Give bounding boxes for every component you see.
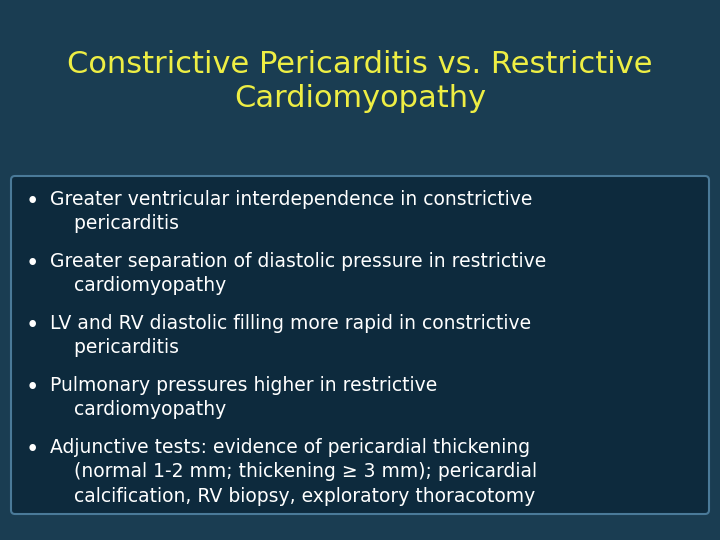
Text: LV and RV diastolic filling more rapid in constrictive
    pericarditis: LV and RV diastolic filling more rapid i…: [50, 314, 531, 357]
Text: •: •: [25, 252, 39, 275]
FancyBboxPatch shape: [11, 176, 709, 514]
Text: •: •: [25, 376, 39, 399]
Text: •: •: [25, 438, 39, 461]
Text: Adjunctive tests: evidence of pericardial thickening
    (normal 1-2 mm; thicken: Adjunctive tests: evidence of pericardia…: [50, 438, 537, 505]
Text: •: •: [25, 314, 39, 337]
Text: Greater ventricular interdependence in constrictive
    pericarditis: Greater ventricular interdependence in c…: [50, 190, 532, 233]
Text: Constrictive Pericarditis vs. Restrictive
Cardiomyopathy: Constrictive Pericarditis vs. Restrictiv…: [67, 50, 653, 113]
Text: Pulmonary pressures higher in restrictive
    cardiomyopathy: Pulmonary pressures higher in restrictiv…: [50, 376, 437, 419]
Text: Greater separation of diastolic pressure in restrictive
    cardiomyopathy: Greater separation of diastolic pressure…: [50, 252, 546, 295]
Text: •: •: [25, 190, 39, 213]
